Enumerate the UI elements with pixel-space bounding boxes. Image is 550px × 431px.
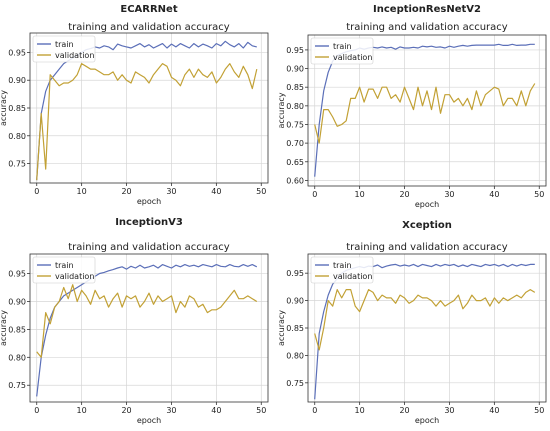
chart-title: training and validation accuracy	[346, 242, 508, 253]
y-tick-label: 0.95	[8, 270, 26, 279]
x-tick-label: 10	[77, 406, 87, 415]
x-tick-label: 30	[166, 187, 176, 196]
y-axis-label: accuracy	[277, 92, 286, 128]
series-line-validation	[314, 83, 536, 144]
x-tick-label: 40	[489, 406, 499, 415]
x-tick-label: 20	[399, 190, 409, 199]
y-tick-label: 0.70	[286, 139, 304, 148]
x-tick-label: 0	[34, 406, 39, 415]
y-tick-label: 0.95	[286, 46, 304, 55]
y-axis-label: accuracy	[277, 310, 286, 346]
x-axis-label: epoch	[415, 416, 439, 425]
legend: train validation	[32, 35, 96, 63]
chart-title: training and validation accuracy	[68, 22, 230, 33]
chart-title: training and validation accuracy	[346, 22, 508, 33]
x-axis-label: epoch	[137, 197, 161, 206]
x-tick-label: 40	[489, 190, 499, 199]
subplot-inceptionresnetv2: InceptionResNetV2 training and validation…	[277, 4, 547, 209]
x-tick-label: 20	[121, 187, 131, 196]
subplot-xception: Xception training and validation accuracy…	[277, 220, 547, 425]
y-tick-label: 0.85	[286, 83, 304, 92]
model-name: Xception	[402, 220, 452, 231]
x-axis-label: epoch	[415, 200, 439, 209]
legend-label-train: train	[55, 40, 74, 49]
y-tick-label: 0.90	[286, 65, 304, 74]
model-name: InceptionV3	[115, 217, 183, 228]
plot-frame	[29, 253, 269, 403]
plot-frame	[307, 253, 547, 403]
plot-frame	[307, 34, 547, 187]
y-tick-label: 0.75	[8, 160, 26, 169]
x-tick-label: 10	[355, 190, 365, 199]
legend-label-train: train	[333, 42, 352, 51]
y-tick-label: 0.90	[8, 76, 26, 85]
series-line-validation	[314, 289, 536, 351]
y-tick-label: 0.85	[286, 324, 304, 333]
y-tick-label: 0.60	[286, 176, 304, 185]
y-tick-label: 0.85	[8, 325, 26, 334]
y-tick-label: 0.80	[8, 132, 26, 141]
x-tick-label: 50	[534, 190, 544, 199]
series-line-validation	[36, 62, 258, 181]
legend-label-validation: validation	[333, 53, 372, 62]
x-tick-label: 50	[534, 406, 544, 415]
y-tick-label: 0.80	[286, 351, 304, 360]
legend: train validation	[310, 256, 374, 284]
chart-title: training and validation accuracy	[68, 242, 230, 253]
subplot-inceptionv3: InceptionV3 training and validation accur…	[0, 217, 269, 425]
x-tick-label: 30	[444, 406, 454, 415]
x-tick-label: 40	[211, 406, 221, 415]
y-tick-label: 0.80	[286, 102, 304, 111]
legend-label-train: train	[333, 261, 352, 270]
legend-label-train: train	[55, 261, 74, 270]
y-tick-label: 0.90	[8, 297, 26, 306]
legend-label-validation: validation	[55, 272, 94, 281]
y-tick-label: 0.65	[286, 158, 304, 167]
x-axis-label: epoch	[137, 416, 161, 425]
y-tick-label: 0.95	[286, 269, 304, 278]
x-tick-label: 0	[34, 187, 39, 196]
series-line-train	[36, 264, 258, 397]
y-tick-label: 0.75	[286, 120, 304, 129]
y-tick-label: 0.75	[286, 379, 304, 388]
legend-label-validation: validation	[333, 272, 372, 281]
y-tick-label: 0.90	[286, 297, 304, 306]
x-tick-label: 30	[166, 406, 176, 415]
x-tick-label: 50	[256, 406, 266, 415]
x-tick-label: 0	[312, 406, 317, 415]
legend-label-validation: validation	[55, 51, 94, 60]
x-tick-label: 20	[399, 406, 409, 415]
x-tick-label: 0	[312, 190, 317, 199]
model-name: InceptionResNetV2	[373, 4, 481, 15]
series-line-validation	[36, 284, 258, 358]
legend: train validation	[310, 37, 374, 65]
y-tick-label: 0.75	[8, 381, 26, 390]
y-tick-label: 0.85	[8, 104, 26, 113]
y-axis-label: accuracy	[0, 310, 8, 346]
model-name: ECARRNet	[120, 4, 177, 15]
y-axis-label: accuracy	[0, 90, 8, 126]
x-tick-label: 50	[256, 187, 266, 196]
plot-frame	[29, 32, 269, 184]
subplot-ecarrnet: ECARRNet training and validation accuracy…	[0, 4, 269, 206]
y-tick-label: 0.95	[8, 48, 26, 57]
x-tick-label: 10	[77, 187, 87, 196]
x-tick-label: 10	[355, 406, 365, 415]
y-tick-label: 0.80	[8, 353, 26, 362]
legend: train validation	[32, 256, 96, 284]
x-tick-label: 20	[121, 406, 131, 415]
x-tick-label: 30	[444, 190, 454, 199]
x-tick-label: 40	[211, 187, 221, 196]
